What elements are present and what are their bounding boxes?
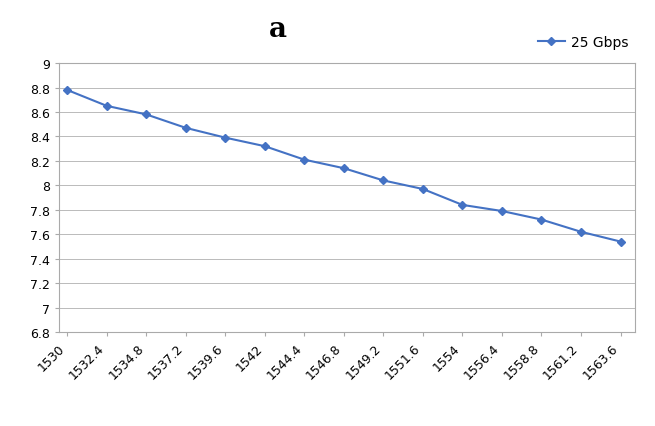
25 Gbps (301, 158, 309, 163)
25 Gbps (538, 218, 546, 223)
25 Gbps (498, 209, 506, 214)
Legend: 25 Gbps: 25 Gbps (538, 36, 628, 50)
25 Gbps (379, 178, 387, 184)
25 Gbps (616, 239, 624, 245)
25 Gbps (221, 136, 229, 141)
25 Gbps (64, 88, 71, 93)
25 Gbps (577, 230, 585, 235)
25 Gbps (261, 144, 269, 150)
25 Gbps (103, 104, 111, 109)
Line: 25 Gbps: 25 Gbps (64, 88, 624, 245)
25 Gbps (458, 203, 466, 208)
Text: a: a (269, 15, 287, 43)
25 Gbps (419, 187, 427, 192)
25 Gbps (340, 166, 348, 171)
25 Gbps (142, 112, 150, 118)
25 Gbps (182, 126, 190, 131)
